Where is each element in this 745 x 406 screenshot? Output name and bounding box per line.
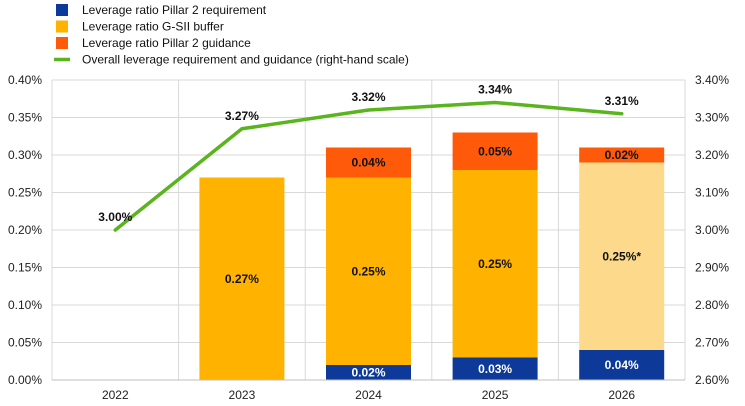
y-left-tick-label: 0.10% [8, 298, 42, 312]
y-right-tick-label: 3.30% [695, 111, 729, 125]
y-left-tick-label: 0.30% [8, 148, 42, 162]
bar-segment [326, 365, 411, 380]
x-axis: 2022 2023 2024 2025 2026 [52, 379, 685, 402]
y-right-tick-label: 3.40% [695, 73, 729, 87]
bar-data-label: 0.25% [351, 264, 385, 278]
line-data-label: 3.32% [351, 90, 385, 104]
y-right-tick-label: 2.60% [695, 373, 729, 387]
legend-swatch [56, 20, 68, 33]
bar-segment [326, 177, 411, 365]
x-tick-label: 2022 [102, 388, 129, 402]
overall-line-series: 3.00% 3.27% 3.32% 3.34% 3.31% [98, 83, 639, 232]
y-left-tick-label: 0.00% [8, 373, 42, 387]
x-tick-label: 2026 [608, 388, 635, 402]
x-tick-label: 2025 [482, 388, 509, 402]
legend-label: Overall leverage requirement and guidanc… [82, 53, 409, 67]
bar-segment [452, 132, 538, 170]
y-left-tick-label: 0.35% [8, 111, 42, 125]
line-data-label: 3.31% [605, 94, 639, 108]
bar-segment [199, 177, 285, 380]
line-point [113, 228, 117, 232]
bar-segment [579, 162, 665, 350]
y-left-tick-label: 0.25% [8, 186, 42, 200]
legend-label: Leverage ratio Pillar 2 guidance [82, 36, 251, 50]
legend: Leverage ratio Pillar 2 requirement Lever… [54, 3, 409, 67]
legend-label: Leverage ratio Pillar 2 requirement [82, 3, 267, 17]
line-point [367, 108, 370, 112]
line-data-label: 3.34% [478, 83, 512, 97]
y-right-tick-label: 2.90% [695, 261, 729, 275]
bar-data-label: 0.04% [351, 156, 385, 170]
legend-label: Leverage ratio G-SII buffer [82, 20, 224, 34]
x-tick-label: 2023 [229, 388, 256, 402]
legend-swatch [56, 4, 68, 16]
bar-segment [452, 170, 538, 358]
line-point [620, 112, 624, 116]
bar-data-label: 0.04% [605, 358, 639, 372]
bar-segment [579, 350, 665, 380]
x-tick-label: 2024 [355, 388, 382, 402]
bar-data-label: 0.25%* [602, 249, 641, 263]
bar-data-label: 0.02% [605, 148, 639, 162]
y-right-tick-label: 2.70% [695, 336, 729, 350]
y-left-tick-label: 0.40% [8, 73, 42, 87]
bar-stacks: 0.27% 0.02% 0.25% 0.04% 0.03% 0.25% 0.05% 0.04%… [199, 132, 665, 380]
y-right-tick-label: 2.80% [695, 298, 729, 312]
line-data-label: 3.27% [225, 109, 259, 123]
bar-data-label: 0.27% [225, 272, 259, 286]
bar-data-label: 0.02% [351, 366, 385, 380]
bar-segment [579, 147, 665, 163]
right-y-axis: 2.60% 2.70% 2.80% 2.90% 3.00% 3.10% 3.20% 3.30%… [695, 73, 729, 387]
y-left-tick-label: 0.15% [8, 261, 42, 275]
bar-data-label: 0.05% [478, 144, 512, 158]
bar-segment [452, 357, 538, 380]
y-right-tick-label: 3.20% [695, 148, 729, 162]
bar-data-label: 0.03% [478, 362, 512, 376]
bar-data-label: 0.25% [478, 257, 512, 271]
y-right-tick-label: 3.00% [695, 223, 729, 237]
left-y-axis: 0.00% 0.05% 0.10% 0.15% 0.20% 0.25% 0.30% 0.35%… [8, 73, 42, 387]
y-left-tick-label: 0.05% [8, 336, 42, 350]
y-right-tick-label: 3.10% [695, 186, 729, 200]
y-left-tick-label: 0.20% [8, 223, 42, 237]
line-point [240, 127, 244, 131]
bar-segment [326, 147, 411, 178]
line-data-label: 3.00% [98, 210, 132, 224]
legend-swatch [56, 37, 68, 49]
line-point [493, 101, 497, 104]
